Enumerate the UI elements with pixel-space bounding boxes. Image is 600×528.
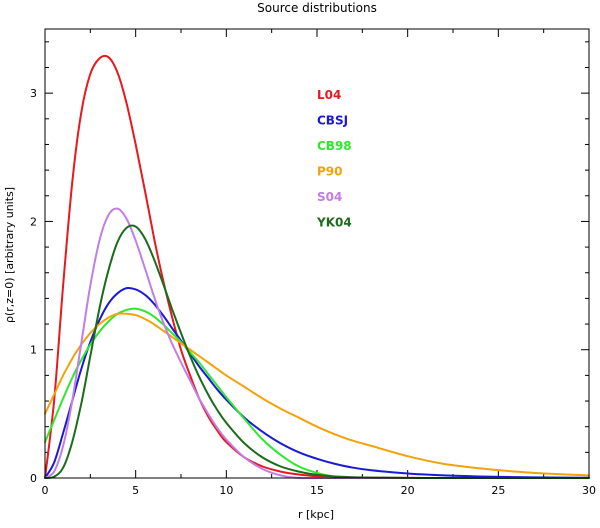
x-tick-label: 10 [219,484,233,497]
y-tick-label: 2 [30,215,37,228]
x-tick-label: 30 [582,484,596,497]
legend-entry-l04: L04 [317,88,341,102]
legend-entry-p90: P90 [317,165,343,179]
y-axis-label: ρ(r,z=0) [arbitrary units] [3,187,16,323]
x-tick-label: 25 [491,484,505,497]
x-tick-label: 0 [42,484,49,497]
chart-title: Source distributions [257,1,377,15]
series-line-cbsj [44,286,590,479]
x-tick-label: 20 [401,484,415,497]
series-line-p90 [44,312,590,477]
legend-entry-cbsj: CBSJ [317,114,348,128]
series-line-yk04 [44,224,590,479]
plot-frame [44,28,590,479]
axis-ticks: 0 5 10 15 20 25 30 0 1 2 3 [30,29,596,497]
legend-entry-yk04: YK04 [316,216,352,230]
legend: L04 CBSJ CB98 P90 S04 YK04 [316,88,352,230]
legend-entry-s04: S04 [317,190,342,204]
x-axis-label: r [kpc] [298,508,334,521]
legend-entry-cb98: CB98 [317,139,352,153]
series-line-cb98 [44,307,590,480]
x-tick-label: 5 [132,484,139,497]
series-line-s04 [44,207,590,480]
y-tick-label: 3 [30,87,37,100]
x-tick-label: 15 [310,484,324,497]
y-tick-label: 1 [30,344,37,357]
y-tick-label: 0 [30,472,37,485]
